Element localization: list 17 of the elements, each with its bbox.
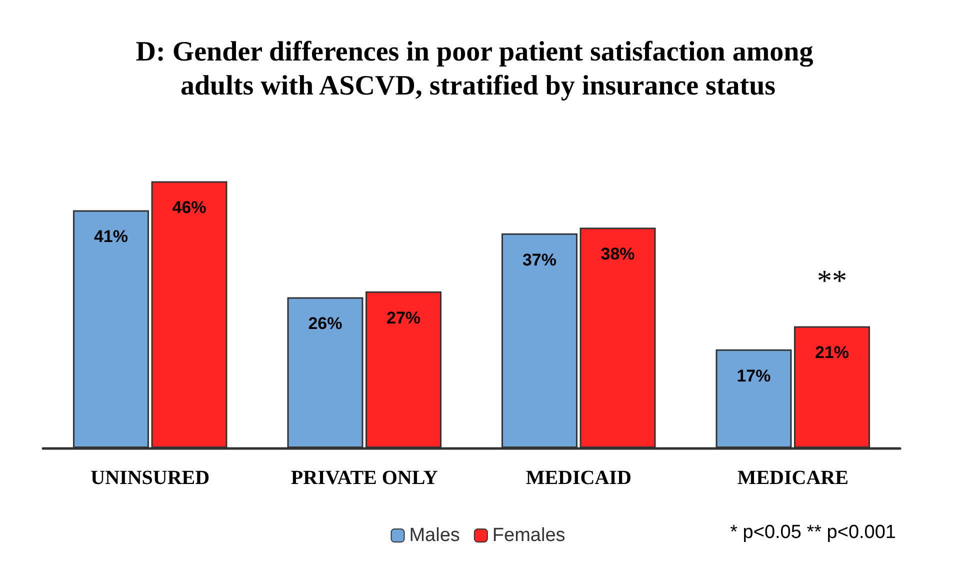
data-label: 46% xyxy=(172,198,206,218)
data-label: 17% xyxy=(736,366,771,386)
x-tick-label: MEDICARE xyxy=(737,467,848,489)
data-label: 26% xyxy=(308,314,342,334)
data-label: 38% xyxy=(600,244,635,264)
data-label: 37% xyxy=(522,250,557,270)
x-tick-label: MEDICAID xyxy=(526,467,632,489)
text: * p<0.05 ** p<0.001 xyxy=(730,522,896,543)
data-label: 21% xyxy=(814,343,850,362)
chart-title: D: Gender differences in poor patient satisfaction among adults with ASCVD, stratified by insurance status xyxy=(136,36,820,102)
x-tick-label: UNINSURED xyxy=(90,467,210,489)
legend-label: Males xyxy=(409,525,460,546)
data-label: 27% xyxy=(386,308,421,328)
annotation: ** xyxy=(817,264,848,298)
data-label: 41% xyxy=(94,227,128,246)
x-tick-label: PRIVATE ONLY xyxy=(290,467,438,489)
legend-label: Females xyxy=(492,525,566,546)
